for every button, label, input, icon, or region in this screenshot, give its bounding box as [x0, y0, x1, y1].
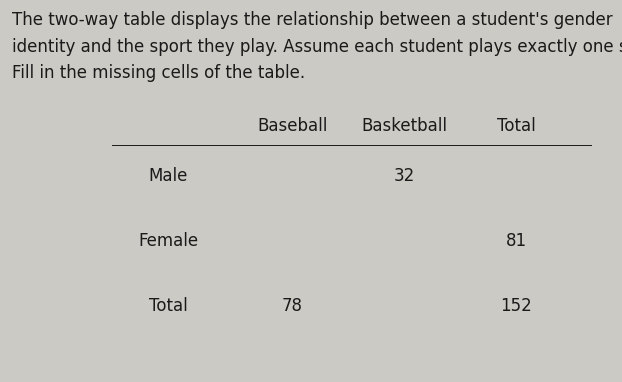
- Text: The two-way table displays the relationship between a student's gender
identity : The two-way table displays the relations…: [12, 11, 622, 82]
- Text: 78: 78: [282, 296, 303, 315]
- Text: Basketball: Basketball: [361, 117, 447, 135]
- Text: 152: 152: [500, 296, 532, 315]
- Text: 32: 32: [394, 167, 415, 185]
- Text: Total: Total: [149, 296, 187, 315]
- Text: Male: Male: [148, 167, 188, 185]
- Text: Total: Total: [497, 117, 536, 135]
- Text: Female: Female: [138, 231, 198, 250]
- Text: Baseball: Baseball: [257, 117, 328, 135]
- Text: 81: 81: [506, 231, 527, 250]
